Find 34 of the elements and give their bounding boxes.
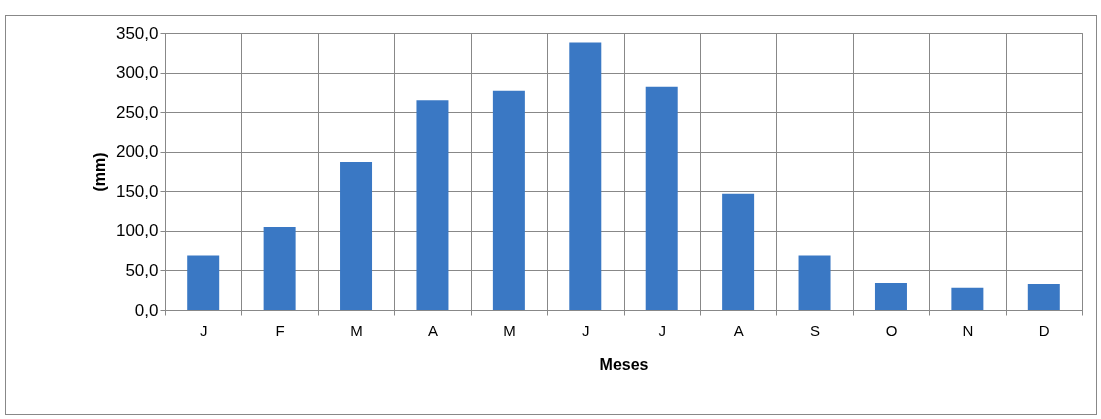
bar	[798, 255, 831, 310]
bar	[492, 90, 525, 310]
bar	[1027, 283, 1060, 310]
y-tick-label: 300,0	[115, 63, 159, 83]
y-tick-label: 0,0	[134, 300, 159, 320]
bar	[187, 255, 220, 310]
x-axis-title: Meses	[599, 355, 649, 373]
x-tick-label: M	[503, 321, 516, 339]
x-tick-label: N	[962, 321, 974, 339]
y-tick-label: 150,0	[115, 181, 159, 201]
bar	[569, 42, 602, 310]
bar	[645, 86, 678, 310]
x-tick-label: D	[1038, 321, 1050, 339]
x-tick-label: O	[885, 321, 898, 339]
x-tick-label: M	[350, 321, 363, 339]
bar	[340, 162, 373, 310]
x-tick-label: S	[810, 321, 821, 339]
x-tick-label: F	[275, 321, 285, 339]
bar	[722, 193, 755, 310]
x-tick-label: J	[199, 321, 208, 339]
y-axis-title: (mm)	[90, 152, 108, 192]
y-tick-label: 250,0	[115, 102, 159, 122]
bar	[263, 226, 296, 310]
y-tick-label: 50,0	[125, 260, 159, 280]
bar	[416, 100, 449, 310]
x-tick-label: A	[733, 321, 744, 339]
x-tick-label: J	[658, 321, 666, 339]
y-tick-label: 350,0	[115, 23, 159, 43]
x-tick-label: J	[582, 321, 590, 339]
y-tick-label: 100,0	[115, 221, 159, 241]
y-tick-label: 200,0	[115, 142, 159, 162]
bar	[874, 283, 907, 310]
bar	[951, 287, 984, 310]
x-tick-label: A	[427, 321, 438, 339]
